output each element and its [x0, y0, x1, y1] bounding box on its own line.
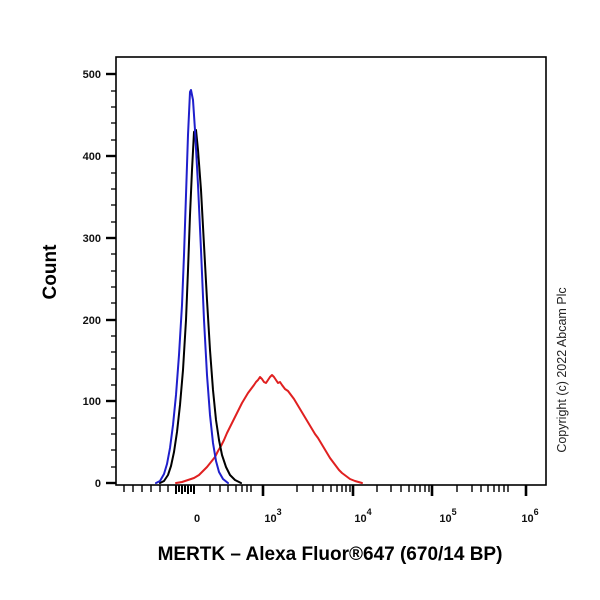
y-tick-label: 400 [83, 151, 101, 163]
y-tick-label: 100 [83, 396, 101, 408]
x-tick-label: 106 [521, 507, 538, 525]
x-tick-labels: 0 103 104 105 106 [194, 507, 539, 525]
copyright-watermark: Copyright (c) 2022 Abcam Plc [555, 287, 569, 452]
red-series-curve [175, 374, 363, 484]
y-tick-label: 0 [95, 478, 101, 490]
x-tick-label: 104 [354, 507, 371, 525]
x-tick-label: 105 [439, 507, 456, 525]
blue-series-curve [155, 89, 229, 484]
x-tick-label: 103 [264, 507, 281, 525]
y-tick-label: 200 [83, 315, 101, 327]
y-axis: 0 100 200 300 400 500 [83, 69, 116, 490]
y-axis-title: Count [40, 244, 61, 300]
x-axis-title: MERTK – Alexa Fluor®647 (670/14 BP) [158, 544, 503, 565]
y-tick-label: 300 [83, 233, 101, 245]
x-axis [123, 485, 528, 496]
x-tick-label: 0 [194, 513, 200, 525]
histogram-curves [155, 89, 363, 484]
y-tick-label: 500 [83, 69, 101, 81]
plot-frame [115, 56, 547, 486]
